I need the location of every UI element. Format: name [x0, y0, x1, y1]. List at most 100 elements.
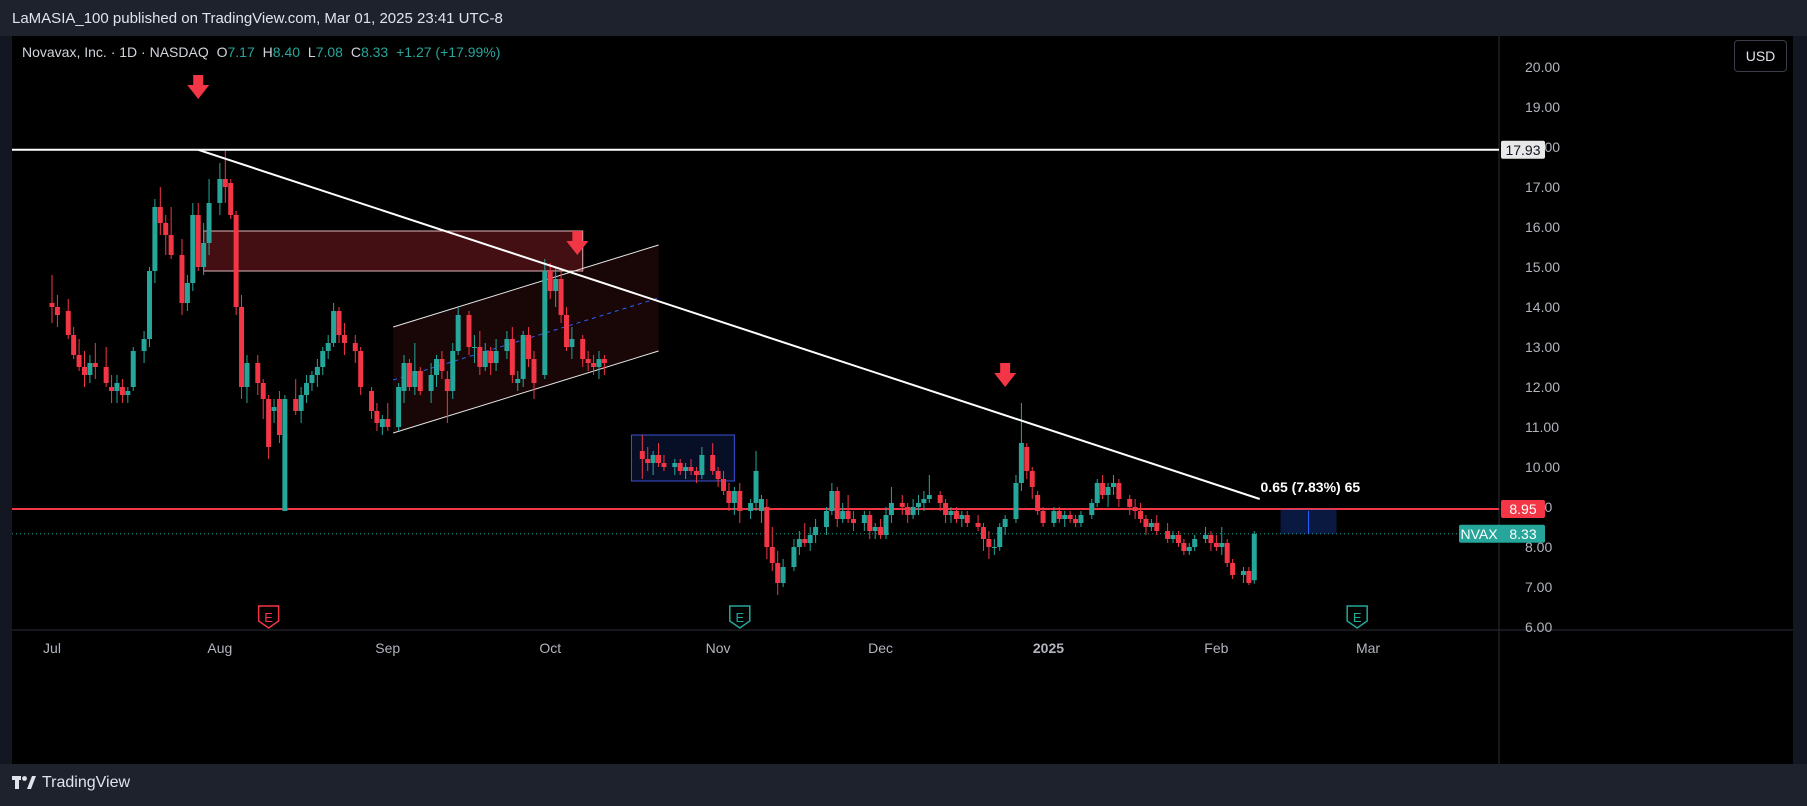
candle: [195, 203, 201, 271]
candle-body: [807, 535, 813, 543]
candle: [369, 387, 375, 419]
candle-body: [845, 511, 851, 519]
candle-body: [769, 547, 775, 563]
candle: [1213, 535, 1219, 551]
candle: [157, 187, 163, 235]
candle-body: [309, 375, 315, 383]
candle: [109, 375, 115, 403]
candle-body: [428, 375, 434, 391]
candle-body: [699, 455, 705, 475]
candle: [1208, 531, 1214, 551]
candle-body: [986, 539, 992, 547]
candle-body: [515, 379, 521, 383]
candle-body: [553, 279, 559, 291]
candle-body: [152, 207, 158, 271]
candle: [975, 515, 981, 531]
candle: [1067, 511, 1073, 523]
candle: [661, 455, 667, 471]
candle-body: [1024, 447, 1030, 471]
candle: [926, 475, 932, 503]
candle: [585, 351, 591, 371]
candle-body: [710, 455, 716, 471]
price-chart[interactable]: 6.007.008.009.0010.0011.0012.0013.0014.0…: [12, 36, 1793, 764]
candle: [693, 467, 699, 483]
candle: [802, 523, 808, 547]
price-tick-label: 16.00: [1525, 219, 1560, 235]
candle-body: [775, 563, 781, 583]
candle-body: [130, 351, 136, 387]
time-tick-label: Mar: [1356, 640, 1380, 656]
footer-bar: [0, 764, 1807, 806]
down-arrow-icon: [187, 75, 210, 99]
candle: [769, 527, 775, 571]
ohlc-legend: Novavax, Inc. · 1D · NASDAQ O7.17 H8.40 …: [22, 44, 500, 60]
open-label: O: [216, 44, 228, 60]
candle-body: [282, 399, 288, 511]
candle: [563, 307, 569, 351]
earnings-icon: [1346, 605, 1368, 629]
candle-body: [823, 511, 829, 527]
candle: [271, 399, 277, 423]
candle: [76, 339, 82, 371]
candle-body: [201, 243, 207, 267]
candle: [851, 511, 857, 531]
candle: [428, 363, 434, 403]
candle: [201, 223, 207, 275]
candle-body: [1100, 483, 1106, 495]
candle: [764, 499, 770, 559]
brand-name: TradingView: [42, 774, 131, 791]
candle: [558, 271, 564, 323]
candle-body: [905, 507, 911, 515]
candle: [1143, 515, 1149, 535]
candle: [385, 403, 391, 431]
candle: [829, 483, 835, 515]
candle: [119, 379, 125, 403]
earnings-icon: [257, 605, 280, 629]
candle-body: [943, 503, 949, 515]
candle-body: [320, 351, 326, 367]
candle: [677, 459, 683, 475]
candle-body: [379, 419, 385, 427]
tradingview-logo[interactable]: TradingView: [12, 774, 130, 792]
candle: [103, 347, 109, 387]
candle: [943, 499, 949, 523]
candle-body: [953, 511, 959, 519]
candle: [168, 207, 174, 259]
candle-body: [1170, 535, 1176, 539]
candle: [488, 347, 494, 375]
candle-body: [114, 383, 120, 391]
candle: [81, 351, 87, 387]
candle-body: [672, 463, 678, 467]
candle-body: [693, 471, 699, 475]
chart-frame[interactable]: 6.007.008.009.0010.0011.0012.0013.0014.0…: [12, 36, 1793, 764]
candle-body: [796, 539, 802, 547]
publish-header: LaMASIA_100 published on TradingView.com…: [0, 0, 1807, 36]
candle-body: [991, 547, 997, 548]
candle: [683, 463, 689, 479]
candle: [1094, 479, 1100, 507]
price-level-label: 17.93: [1505, 142, 1540, 158]
candle-body: [255, 363, 261, 383]
candle-body: [488, 351, 494, 363]
candle-body: [217, 179, 223, 203]
candle: [92, 343, 98, 379]
candle: [320, 347, 326, 375]
candle-body: [1186, 547, 1192, 551]
candle: [314, 359, 320, 387]
candle-body: [937, 495, 943, 503]
candle-body: [298, 395, 304, 411]
symbol-description[interactable]: Novavax, Inc. · 1D · NASDAQ: [22, 44, 209, 60]
currency-button[interactable]: USD: [1734, 40, 1787, 72]
candle-body: [878, 527, 884, 535]
time-tick-label: Dec: [868, 640, 893, 656]
candle-body: [688, 467, 694, 471]
candle: [1040, 507, 1046, 527]
candle-body: [314, 367, 320, 375]
candle: [87, 355, 93, 383]
candle: [872, 523, 878, 539]
candle: [190, 203, 196, 291]
candle: [888, 487, 894, 523]
time-tick-label: Feb: [1204, 640, 1228, 656]
candle-body: [455, 315, 461, 351]
candle: [964, 511, 970, 527]
